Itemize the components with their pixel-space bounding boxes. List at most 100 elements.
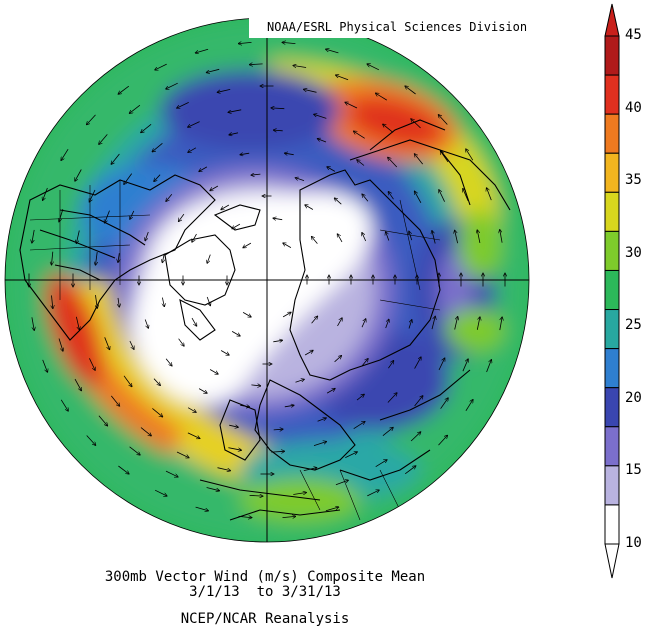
wind-vector-arrow bbox=[188, 121, 200, 128]
wind-vector-arrow bbox=[318, 139, 327, 143]
wind-vector-arrow bbox=[326, 389, 335, 394]
wind-vector-arrow bbox=[31, 317, 34, 330]
wind-vector-arrow bbox=[75, 169, 82, 181]
wind-vector-arrow bbox=[207, 68, 220, 72]
wind-vector-arrow bbox=[327, 167, 336, 172]
colorbar bbox=[604, 3, 620, 579]
wind-vector-arrow bbox=[487, 188, 492, 201]
wind-vector-arrow bbox=[251, 385, 260, 386]
wind-vector-arrow bbox=[367, 64, 380, 71]
wind-vector-arrow bbox=[74, 378, 81, 390]
wind-vector-arrow bbox=[206, 487, 220, 491]
wind-vector-arrow bbox=[431, 317, 435, 330]
wind-vector-arrow bbox=[218, 89, 231, 92]
wind-vector-arrow bbox=[367, 490, 379, 497]
wind-vector-arrow bbox=[60, 399, 68, 411]
wind-vector-arrow bbox=[104, 337, 110, 349]
wind-vector-arrow bbox=[440, 398, 448, 409]
wind-vector-arrow bbox=[228, 109, 242, 113]
polar-wind-map bbox=[4, 17, 530, 543]
wind-vector-arrow bbox=[166, 82, 178, 89]
wind-vector-arrow bbox=[439, 115, 448, 125]
wind-vector-arrow bbox=[285, 153, 294, 155]
wind-vector-arrow bbox=[250, 64, 263, 65]
wind-vector-arrow bbox=[111, 153, 120, 164]
wind-vector-arrow bbox=[338, 234, 343, 243]
colorbar-segment bbox=[604, 504, 620, 545]
wind-vector-arrow bbox=[385, 320, 389, 329]
wind-vector-arrow bbox=[271, 108, 285, 109]
wind-vector-arrow bbox=[376, 93, 388, 101]
wind-vector-arrow bbox=[58, 338, 63, 351]
wind-vector-arrow bbox=[129, 446, 140, 455]
wind-vector-arrow bbox=[317, 418, 326, 422]
wind-vector-arrow bbox=[162, 297, 164, 307]
colorbar-segment bbox=[604, 348, 620, 389]
colorbar-tick-label: 30 bbox=[625, 244, 642, 261]
wind-vector-arrow bbox=[273, 340, 282, 342]
wind-vector-arrow bbox=[240, 153, 250, 155]
wind-vector-arrow bbox=[387, 393, 397, 403]
wind-vector-arrow bbox=[59, 208, 64, 221]
wind-vector-arrow bbox=[335, 480, 348, 486]
wind-vector-arrow bbox=[124, 173, 133, 185]
colorbar-segment bbox=[604, 230, 620, 271]
wind-vector-arrow bbox=[209, 369, 218, 375]
credit-label: NOAA/ESRL Physical Sciences Division bbox=[249, 17, 527, 38]
wind-vector-arrow bbox=[32, 229, 35, 243]
wind-vector-arrow bbox=[361, 359, 368, 366]
wind-vector-arrow bbox=[388, 361, 393, 369]
wind-vector-arrow bbox=[500, 230, 503, 243]
colorbar-segment bbox=[604, 309, 620, 350]
wind-vector-arrow bbox=[465, 400, 473, 412]
wind-vector-arrow bbox=[42, 359, 48, 372]
wind-vector-arrow bbox=[43, 187, 48, 200]
wind-vector-arrow bbox=[386, 232, 390, 241]
wind-vector-arrow bbox=[404, 466, 415, 475]
wind-vector-arrow bbox=[249, 495, 263, 496]
wind-vector-arrow bbox=[314, 114, 327, 119]
wind-vector-arrow bbox=[296, 178, 305, 181]
wind-vector-arrow bbox=[362, 194, 369, 202]
wind-vector-arrow bbox=[383, 124, 394, 133]
wind-vector-arrow bbox=[362, 233, 367, 242]
wind-vector-arrow bbox=[191, 317, 197, 326]
wind-vector-arrow bbox=[273, 429, 283, 430]
wind-vector-arrow bbox=[228, 447, 241, 451]
wind-vector-arrow bbox=[165, 358, 172, 366]
wind-vector-arrow bbox=[274, 130, 283, 131]
wind-vector-arrow bbox=[210, 185, 219, 191]
wind-vector-arrow bbox=[177, 102, 189, 108]
colorbar-tick-label: 35 bbox=[625, 172, 642, 189]
wind-vector-arrow bbox=[76, 316, 79, 330]
wind-vector-arrow bbox=[118, 465, 128, 474]
wind-vector-arrow bbox=[410, 432, 420, 442]
wind-vector-arrow bbox=[411, 119, 421, 129]
wind-vector-arrow bbox=[356, 395, 364, 401]
wind-vector-arrow bbox=[242, 312, 251, 317]
colorbar-segment bbox=[604, 191, 620, 232]
wind-vector-arrow bbox=[118, 85, 130, 94]
wind-vector-arrow bbox=[187, 407, 196, 413]
wind-vector-arrow bbox=[145, 231, 149, 241]
wind-vector-arrow bbox=[154, 174, 161, 182]
wind-vector-arrow bbox=[326, 49, 339, 54]
caption-title: 300mb Vector Wind (m/s) Composite Mean bbox=[104, 569, 426, 585]
colorbar-segment bbox=[604, 74, 620, 115]
wind-vector-arrow bbox=[334, 356, 342, 363]
wind-vector-arrow bbox=[353, 422, 365, 430]
wind-vector-arrow bbox=[251, 174, 261, 175]
colorbar-tick-label: 15 bbox=[625, 462, 642, 479]
wind-vector-arrow bbox=[195, 506, 209, 511]
wind-vector-arrow bbox=[408, 320, 412, 329]
colorbar-segment bbox=[604, 113, 620, 154]
wind-vector-arrow bbox=[206, 296, 210, 305]
wind-vector-arrow bbox=[144, 319, 148, 329]
wind-vector-arrow bbox=[405, 86, 416, 95]
wind-vector-arrow bbox=[432, 231, 436, 244]
wind-vector-arrow bbox=[140, 427, 151, 436]
wind-vector-arrow bbox=[52, 295, 53, 308]
colorbar-segment bbox=[604, 35, 620, 76]
wind-vector-arrow bbox=[179, 213, 185, 221]
wind-vector-arrow bbox=[375, 460, 387, 468]
